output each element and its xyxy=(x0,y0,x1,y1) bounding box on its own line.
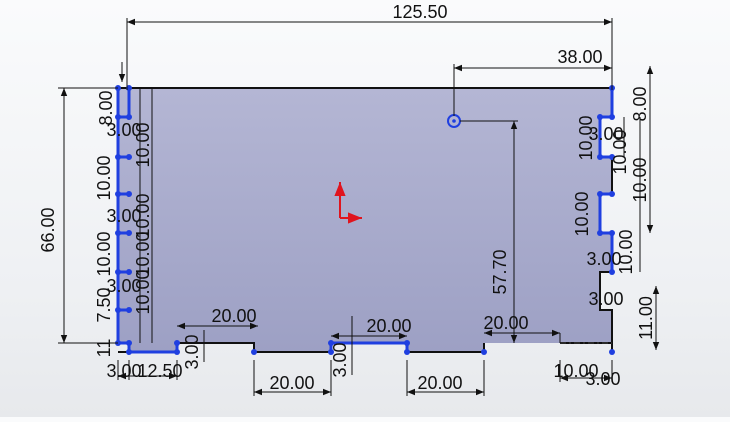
dim-right-3a[interactable]: 3.00 xyxy=(588,124,623,144)
sketch-points[interactable] xyxy=(115,85,615,355)
dim-right-8[interactable]: 8.00 xyxy=(630,86,650,121)
dim-left-11[interactable]: 11 xyxy=(94,339,114,358)
dim-right-10e[interactable]: 10.00 xyxy=(616,229,636,274)
dim-right-3c[interactable]: 3.00 xyxy=(588,289,623,309)
dim-right-11[interactable]: 11.00 xyxy=(636,296,656,340)
dim-left-10a[interactable]: 10.00 xyxy=(133,122,153,167)
dim-bottom-20c[interactable]: 20.00 xyxy=(366,316,411,336)
dim-overall-width[interactable]: 125.50 xyxy=(392,2,447,22)
dim-bottom-12-50[interactable]: 12.50 xyxy=(137,361,182,381)
dim-hole-x[interactable]: 38.00 xyxy=(557,47,602,67)
dim-left-10e[interactable]: 10.00 xyxy=(133,231,153,276)
dimension-labels: 125.50 38.00 66.00 57.70 8.00 3.00 10.00… xyxy=(38,2,656,393)
dimension-lines xyxy=(58,18,660,396)
dim-bottom-20b[interactable]: 20.00 xyxy=(269,373,314,393)
dim-bottom-3a[interactable]: 3.00 xyxy=(182,334,202,369)
dim-right-10d[interactable]: 10.00 xyxy=(572,191,592,236)
dim-left-7-50[interactable]: 7.50 xyxy=(94,287,114,322)
origin-axes-icon xyxy=(334,182,362,224)
dim-bottom-20e[interactable]: 20.00 xyxy=(483,313,528,333)
sketch-face[interactable] xyxy=(118,88,612,352)
dim-hole-y[interactable]: 57.70 xyxy=(490,249,510,294)
dim-bottom-3c[interactable]: 3.00 xyxy=(106,361,141,381)
dim-bottom-3b[interactable]: 3.00 xyxy=(330,342,350,377)
dim-right-3b[interactable]: 3.00 xyxy=(586,249,621,269)
dim-left-3c[interactable]: 3.00 xyxy=(106,276,141,296)
dim-right-10c[interactable]: 10.00 xyxy=(630,157,650,202)
dim-left-10d[interactable]: 10.00 xyxy=(94,231,114,276)
dim-left-8[interactable]: 8.00 xyxy=(96,90,116,125)
dim-left-3a[interactable]: 3.00 xyxy=(106,120,141,140)
right-edge[interactable] xyxy=(599,157,613,352)
dim-right-10b[interactable]: 10.00 xyxy=(610,129,630,174)
dim-bottom-3d[interactable]: 3.00 xyxy=(585,369,620,389)
dim-bottom-10[interactable]: 10.00 xyxy=(553,361,598,381)
dim-left-10c[interactable]: 10.00 xyxy=(133,193,153,238)
dim-left-3b[interactable]: 3.00 xyxy=(106,206,141,226)
dim-left-10f[interactable]: 10.00 xyxy=(133,269,153,314)
dim-overall-height[interactable]: 66.00 xyxy=(38,207,58,252)
dim-left-10b[interactable]: 10.00 xyxy=(94,155,114,200)
dim-right-10a[interactable]: 10.00 xyxy=(576,115,596,160)
dim-bottom-20d[interactable]: 20.00 xyxy=(417,373,462,393)
dim-bottom-20a[interactable]: 20.00 xyxy=(211,306,256,326)
